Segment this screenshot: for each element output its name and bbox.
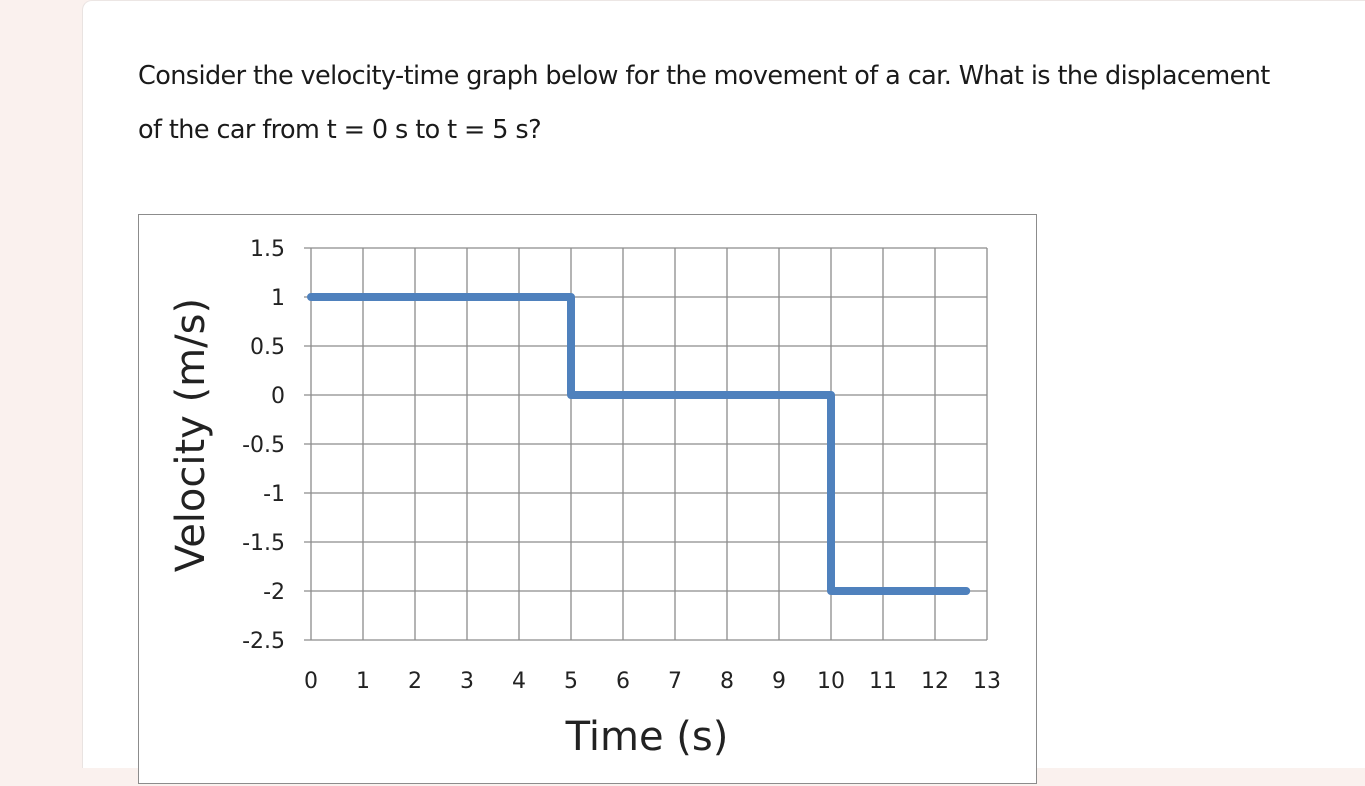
- y-tick-label-5: -1: [263, 482, 285, 507]
- x-tick-label-7: 7: [668, 669, 682, 694]
- velocity-time-chart: 1.5 1 0.5 0 -0.5 -1 -1.5 -2 -2.5 0 1 2 3 4 5 6 7 8 9 10 11 1…: [138, 214, 1037, 784]
- chart-grid: [304, 247, 988, 641]
- x-tick-label-8: 8: [720, 669, 734, 694]
- question-card: Consider the velocity-time graph below f…: [82, 0, 1365, 784]
- question-line-1: Consider the velocity-time graph below f…: [138, 61, 1270, 91]
- x-tick-label-11: 11: [869, 669, 897, 694]
- x-tick-label-6: 6: [616, 669, 630, 694]
- x-tick-label-3: 3: [460, 669, 474, 694]
- y-tick-label-1: 1: [271, 286, 285, 311]
- y-tick-label-3: 0: [271, 384, 285, 409]
- x-tick-label-10: 10: [817, 669, 845, 694]
- y-tick-label-7: -2: [263, 580, 285, 605]
- y-axis-label: Velocity (m/s): [168, 298, 214, 572]
- chart-svg: 1.510.50-0.5-1-1.5-2-2.5 0 1 2 3 4 5 6 7 8 9 10 11 1…: [168, 237, 1001, 760]
- x-tick-label-4: 4: [512, 669, 526, 694]
- left-side-strip: [0, 0, 82, 768]
- y-tick-label-4: -0.5: [242, 433, 285, 458]
- x-tick-label-2: 2: [408, 669, 422, 694]
- y-tick-label-0: 1.5: [250, 237, 285, 262]
- series-line-velocity: [307, 293, 971, 595]
- x-tick-label-13: 13: [973, 669, 1001, 694]
- x-tick-label-0: 0: [304, 669, 318, 694]
- x-tick-label-12: 12: [921, 669, 949, 694]
- y-tick-label-8: -2.5: [242, 629, 285, 654]
- y-tick-label-2: 0.5: [250, 335, 285, 360]
- question-line-2: of the car from t = 0 s to t = 5 s?: [138, 115, 542, 145]
- x-tick-label-5: 5: [564, 669, 578, 694]
- x-tick-label-9: 9: [772, 669, 786, 694]
- y-tick-label-6: -1.5: [242, 531, 285, 556]
- x-tick-label-1: 1: [356, 669, 370, 694]
- x-tick-labels: 0 1 2 3 4 5 6 7 8 9 10 11 12 13: [304, 669, 1001, 694]
- question-text: Consider the velocity-time graph below f…: [138, 49, 1365, 157]
- x-axis-label: Time (s): [565, 714, 729, 760]
- y-tick-labels: 1.5 1 0.5 0 -0.5 -1 -1.5 -2 -2.5: [242, 237, 285, 654]
